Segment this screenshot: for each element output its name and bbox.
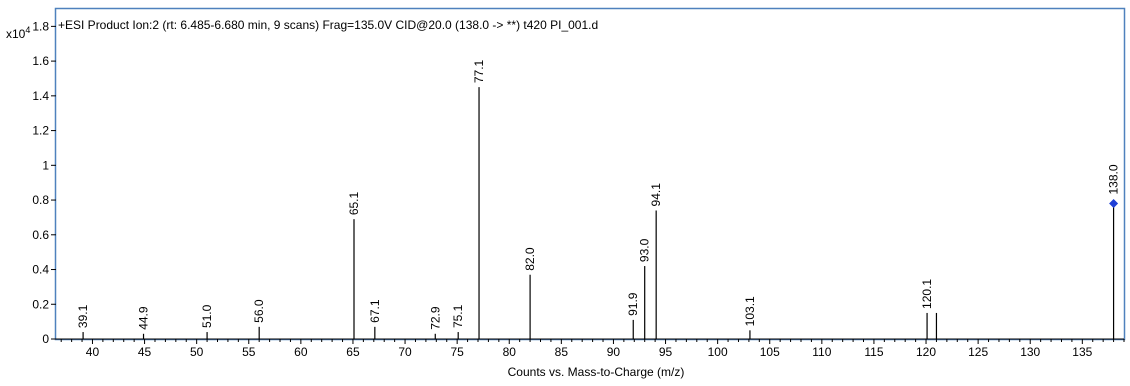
y-tick-label: 1.4 (32, 89, 49, 103)
y-tick-label: 0.2 (32, 297, 49, 311)
x-axis-label: Counts vs. Mass-to-Charge (m/z) (508, 365, 685, 379)
peak-label: 72.9 (428, 306, 442, 330)
y-multiplier: x104 (6, 25, 30, 41)
peak-label: 103.1 (743, 296, 757, 326)
y-tick-label: 0 (42, 332, 49, 346)
peak-label: 94.1 (649, 183, 663, 207)
x-tick-label: 55 (242, 345, 256, 359)
x-tick-label: 135 (1072, 345, 1092, 359)
x-tick-label: 100 (708, 345, 728, 359)
y-tick-label: 1 (42, 158, 49, 172)
y-tick-label: 1.8 (32, 19, 49, 33)
x-tick-label: 70 (398, 345, 412, 359)
y-tick-label: 0.6 (32, 228, 49, 242)
peak-label: 67.1 (368, 299, 382, 323)
peaks: 39.1 44.9 51.0 56.0 65.1 67.1 72.9 75.1 77.1 82.0… (76, 59, 1121, 339)
x-tick-label: 45 (138, 345, 152, 359)
chart-title: +ESI Product Ion:2 (rt: 6.485-6.680 min,… (58, 18, 598, 32)
peak-label: 51.0 (200, 304, 214, 328)
plot-frame (54, 7, 1126, 341)
peak-label: 120.1 (920, 279, 934, 309)
x-tick-label: 130 (1020, 345, 1040, 359)
y-multiplier-exponent: 4 (25, 25, 30, 35)
x-tick-label: 40 (86, 345, 100, 359)
x-tick-label: 80 (503, 345, 517, 359)
peak-label: 75.1 (451, 304, 465, 328)
x-tick-label: 120 (916, 345, 936, 359)
y-tick-label: 0.4 (32, 263, 49, 277)
precursor-marker (1109, 199, 1119, 209)
y-tick-label: 1.6 (32, 54, 49, 68)
x-tick-label: 115 (864, 345, 883, 359)
x-tick-label: 105 (760, 345, 780, 359)
peak-label: 82.0 (523, 247, 537, 271)
peak-label: 138.0 (1107, 164, 1121, 194)
axes: 0 0.2 0.4 0.6 0.8 1 1.2 1.4 1.6 1.8 40 45 50 55 60 65 70… (32, 19, 1125, 359)
x-tick-label: 50 (190, 345, 204, 359)
x-tick-label: 85 (555, 345, 569, 359)
x-tick-label: 75 (450, 345, 464, 359)
peak-label: 93.0 (638, 238, 652, 262)
peak-label: 44.9 (137, 306, 151, 330)
x-tick-label: 90 (607, 345, 621, 359)
y-tick-label: 1.2 (32, 124, 49, 138)
peak-label: 91.9 (626, 292, 640, 316)
y-multiplier-base: x10 (6, 27, 26, 41)
x-tick-label: 125 (968, 345, 988, 359)
peak-label: 77.1 (472, 59, 486, 83)
x-tick-label: 95 (659, 345, 673, 359)
peak-label: 65.1 (347, 191, 361, 215)
x-tick-label: 65 (346, 345, 360, 359)
x-tick-label: 60 (294, 345, 308, 359)
peak-label: 56.0 (252, 299, 266, 323)
peak-label: 39.1 (76, 304, 90, 328)
y-tick-label: 0.8 (32, 193, 49, 207)
x-tick-label: 110 (812, 345, 831, 359)
